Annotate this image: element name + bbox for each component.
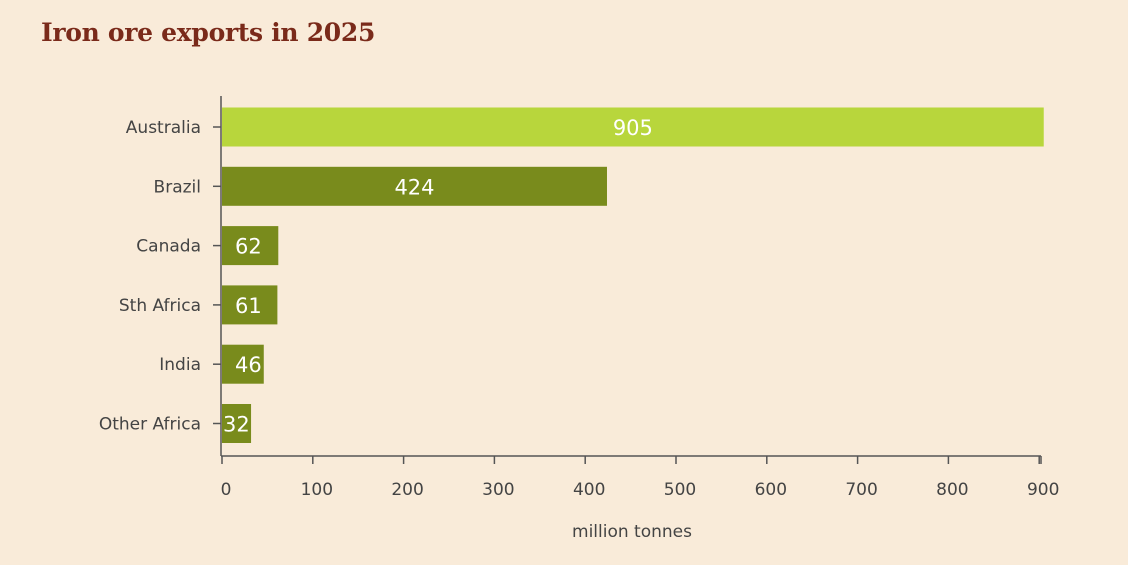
x-tick-label: 500 xyxy=(664,480,696,500)
bar-value-label: 46 xyxy=(235,353,262,377)
bar-value-label: 32 xyxy=(223,413,250,437)
category-label: Other Africa xyxy=(99,415,201,435)
category-label: Brazil xyxy=(154,177,201,197)
x-tick-label: 600 xyxy=(755,480,787,500)
bar-value-label: 62 xyxy=(235,235,262,259)
bar-value-label: 61 xyxy=(235,294,262,318)
x-axis-title: million tonnes xyxy=(572,522,692,542)
bar xyxy=(222,285,278,325)
x-tick-label: 300 xyxy=(482,480,514,500)
x-tick-label: 100 xyxy=(301,480,333,500)
bar xyxy=(222,344,264,384)
category-label: Sth Africa xyxy=(119,296,201,316)
bar-value-label: 424 xyxy=(394,175,434,199)
category-label: Australia xyxy=(126,118,201,138)
x-tick-label: 200 xyxy=(391,480,423,500)
x-tick-label: 900 xyxy=(1027,480,1059,500)
bar xyxy=(222,107,1044,147)
x-tick-label: 800 xyxy=(936,480,968,500)
x-tick-label: 400 xyxy=(573,480,605,500)
category-label: Canada xyxy=(136,237,201,257)
category-label: India xyxy=(159,355,201,375)
bar-value-label: 905 xyxy=(613,116,653,140)
bar xyxy=(222,226,279,266)
bar xyxy=(222,166,607,206)
chart-title: Iron ore exports in 2025 xyxy=(41,18,376,47)
bar xyxy=(222,404,252,443)
x-tick-label: 0 xyxy=(221,480,232,500)
x-tick-label: 700 xyxy=(845,480,877,500)
